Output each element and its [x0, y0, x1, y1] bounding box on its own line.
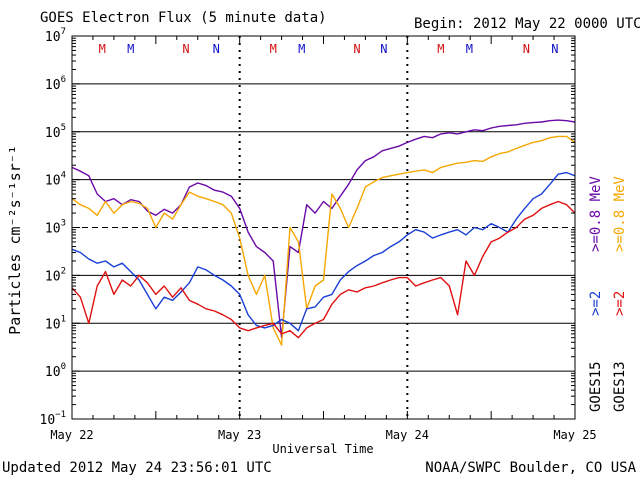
y-tick-label: 10−1: [40, 410, 67, 428]
mn-marker: M: [270, 42, 277, 56]
mn-marker: N: [182, 42, 189, 56]
begin-date: Begin: 2012 May 22 0000 UTC: [414, 16, 640, 32]
legend: GOES15 >=2 >=0.8 MeV GOES13 >=2 >=0.8 Me…: [588, 176, 628, 412]
mn-marker: N: [523, 42, 530, 56]
mn-marker: M: [99, 42, 106, 56]
y-tick-label: 105: [45, 123, 66, 141]
x-tick-label: May 23: [218, 428, 261, 442]
y-tick-label: 106: [45, 75, 66, 93]
legend-goes15-2: >=2: [588, 291, 604, 316]
series-line: [71, 171, 576, 332]
series-line: [71, 119, 576, 339]
mn-marker: M: [466, 42, 473, 56]
mn-marker: M: [437, 42, 444, 56]
y-axis-label: Particles cm⁻²s⁻¹sr⁻¹: [6, 145, 24, 335]
mn-marker: M: [127, 42, 134, 56]
updated-timestamp: Updated 2012 May 24 23:56:01 UTC: [2, 460, 272, 476]
y-tick-label: 101: [45, 314, 66, 332]
legend-goes15-name: GOES15: [588, 361, 604, 412]
legend-goes15-08: >=0.8 MeV: [588, 176, 604, 252]
mn-marker: N: [380, 42, 387, 56]
y-tick-label: 100: [45, 362, 66, 380]
legend-goes13-08: >=0.8 MeV: [612, 176, 628, 252]
x-tick-label: May 24: [386, 428, 429, 442]
series-line: [71, 200, 576, 339]
mn-marker: M: [298, 42, 305, 56]
series-line: [71, 135, 576, 346]
mn-marker: N: [213, 42, 220, 56]
y-tick-label: 104: [45, 171, 66, 189]
chart-title: GOES Electron Flux (5 minute data): [40, 10, 327, 26]
legend-goes13-2: >=2: [612, 291, 628, 316]
x-axis-label: Universal Time: [272, 442, 373, 456]
legend-goes13-name: GOES13: [612, 361, 628, 412]
mn-marker: N: [353, 42, 360, 56]
x-tick-label: May 22: [50, 428, 93, 442]
x-tick-label: May 25: [553, 428, 596, 442]
y-tick-label: 102: [45, 266, 66, 284]
data-source: NOAA/SWPC Boulder, CO USA: [425, 460, 636, 476]
y-tick-label: 107: [45, 27, 66, 45]
y-tick-label: 103: [45, 219, 66, 237]
mn-marker: N: [551, 42, 558, 56]
